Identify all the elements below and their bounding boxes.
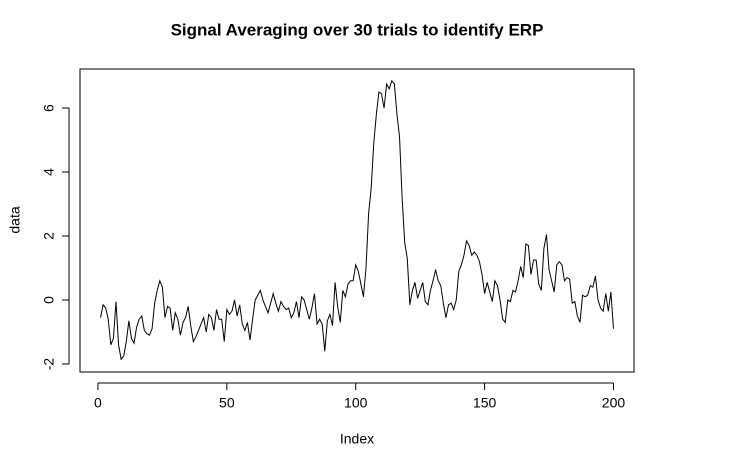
y-tick-label: 0 [41, 296, 57, 304]
y-tick-label: 2 [41, 232, 57, 240]
x-tick-label: 150 [473, 395, 497, 411]
x-tick-label: 100 [344, 395, 368, 411]
y-tick-label: 6 [41, 104, 57, 112]
data-line [100, 79, 614, 361]
x-tick-label: 0 [94, 395, 102, 411]
x-tick-label: 200 [602, 395, 626, 411]
y-tick-label: 4 [41, 168, 57, 176]
x-axis-label: Index [340, 431, 374, 447]
plot-frame [79, 68, 635, 373]
x-tick-label: 50 [219, 395, 235, 411]
chart-title: Signal Averaging over 30 trials to ident… [171, 20, 544, 39]
y-tick-label: -2 [41, 358, 57, 371]
y-axis-label: data [7, 206, 23, 233]
